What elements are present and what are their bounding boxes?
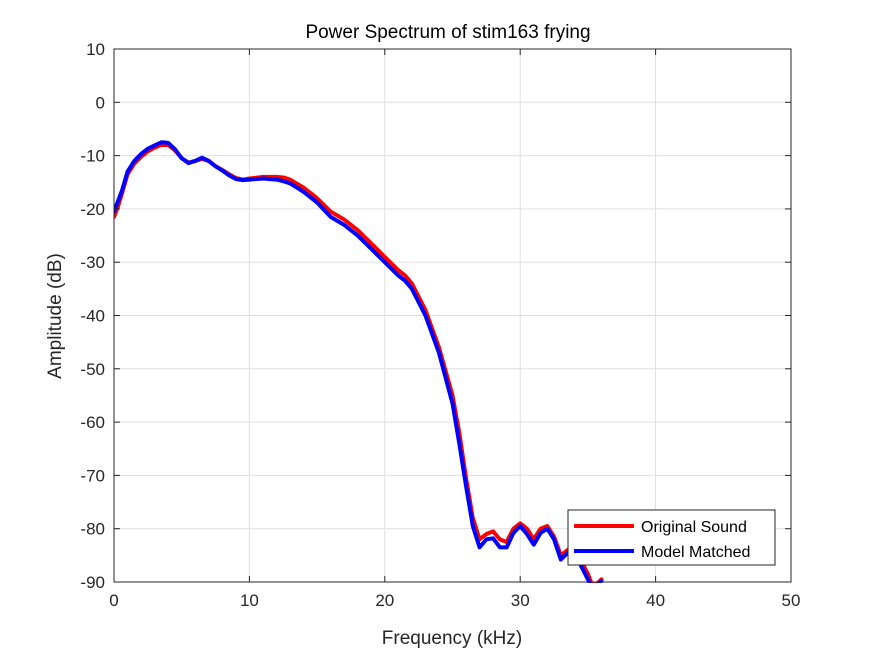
y-tick-label: 0 [96, 93, 105, 112]
plot-area: 0 10 20 30 40 50 10 0 -10 -20 -30 -40 -50 -60 -70 -80 -9… [80, 40, 800, 610]
legend-label-model-matched: Model Matched [641, 544, 750, 561]
y-tick-label: -60 [80, 413, 105, 432]
y-tick-label: -50 [80, 360, 105, 379]
y-tick-label: -70 [80, 466, 105, 485]
y-tick-label: -10 [80, 147, 105, 166]
y-tick-label: -40 [80, 307, 105, 326]
x-tick-label: 10 [240, 591, 259, 610]
x-axis-label: Frequency (kHz) [382, 628, 522, 649]
legend-label-original-sound: Original Sound [641, 519, 747, 536]
legend: Original Sound Model Matched [567, 509, 776, 566]
x-tick-label: 50 [782, 591, 801, 610]
x-tick-label: 30 [511, 591, 530, 610]
y-tick-label: -90 [80, 573, 105, 592]
x-tick-label: 20 [375, 591, 394, 610]
x-tick-label: 0 [109, 591, 118, 610]
x-tick-label: 40 [646, 591, 665, 610]
y-axis-label: Amplitude (dB) [45, 253, 66, 379]
legend-box [567, 509, 776, 566]
y-tick-label: -30 [80, 253, 105, 272]
chart-title: Power Spectrum of stim163 frying [305, 22, 590, 43]
y-tick-label: 10 [86, 40, 105, 59]
series-line-model-matched [114, 140, 604, 583]
y-tick-label: -80 [80, 520, 105, 539]
y-tick-label: -20 [80, 200, 105, 219]
